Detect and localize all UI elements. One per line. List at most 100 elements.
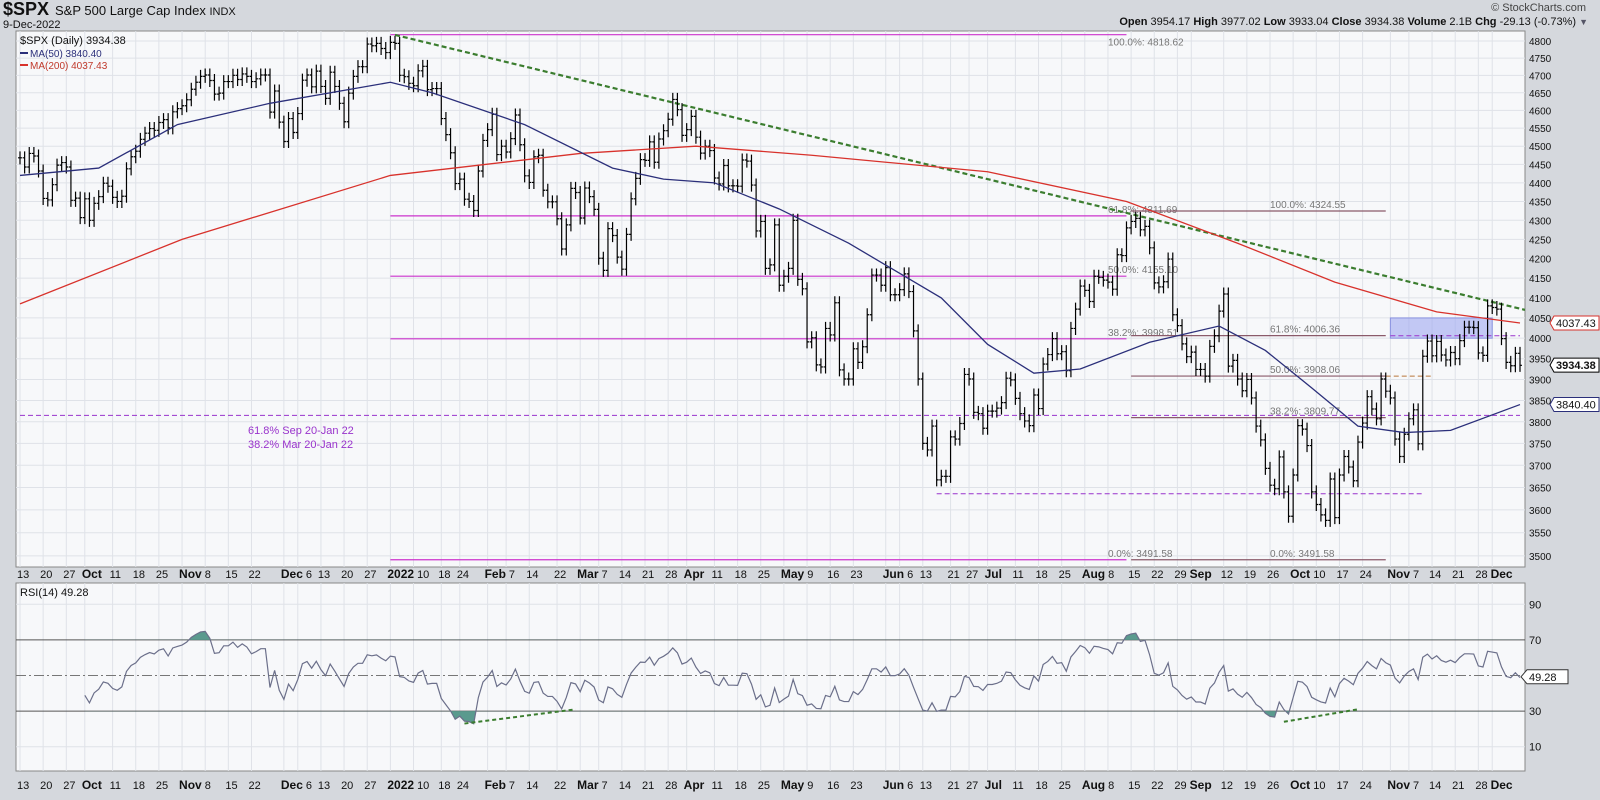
price-bar bbox=[416, 64, 421, 93]
price-bar bbox=[508, 132, 513, 159]
price-bar bbox=[230, 68, 235, 89]
price-bar bbox=[1281, 450, 1286, 499]
date-tick-label: 28 bbox=[665, 569, 677, 581]
legend-rsi: RSI(14) 49.28 bbox=[20, 587, 88, 599]
date-tick-label: 14 bbox=[1429, 569, 1441, 581]
close-value: 3934.38 bbox=[1364, 16, 1405, 28]
price-bar bbox=[430, 82, 435, 97]
date-tick-label: 21 bbox=[948, 780, 960, 792]
price-bar bbox=[1430, 334, 1435, 363]
price-bar bbox=[842, 363, 847, 386]
date-tick-label: 28 bbox=[1475, 780, 1487, 792]
price-bar bbox=[1471, 320, 1476, 335]
ma200-swatch bbox=[20, 64, 28, 66]
price-bar bbox=[152, 122, 157, 137]
date-tick-label: Feb bbox=[485, 567, 506, 581]
price-bar bbox=[115, 190, 120, 208]
price-bar bbox=[814, 331, 819, 372]
price-bar bbox=[1397, 432, 1402, 464]
date-tick-label: 22 bbox=[1151, 780, 1163, 792]
price-bar bbox=[1119, 248, 1124, 263]
price-bar bbox=[1295, 419, 1300, 482]
date-tick-label: 13 bbox=[318, 569, 330, 581]
date-tick-label: 11 bbox=[1012, 780, 1023, 792]
price-bar bbox=[193, 75, 198, 96]
index-full-name: S&P 500 Large Cap Index bbox=[55, 3, 206, 18]
rsi-panel bbox=[15, 582, 1526, 772]
price-bar bbox=[1443, 348, 1448, 367]
caret-down-icon[interactable]: ▼ bbox=[1579, 17, 1588, 27]
fib-level-label: 50.0%: 3908.06 bbox=[1270, 365, 1340, 376]
price-tag-box bbox=[1549, 397, 1600, 413]
price-bar bbox=[828, 321, 833, 342]
date-tick-label: 27 bbox=[364, 569, 376, 581]
date-tick-label: 24 bbox=[1360, 780, 1372, 792]
date-tick-label: 18 bbox=[1036, 569, 1048, 581]
high-label: High bbox=[1193, 16, 1218, 28]
date-tick-label: 6 bbox=[306, 780, 312, 792]
date-tick-label: 18 bbox=[1036, 780, 1048, 792]
price-bar bbox=[1087, 283, 1092, 309]
price-bar bbox=[462, 172, 467, 206]
price-bar bbox=[1184, 337, 1189, 364]
rsi-tick-label: 90 bbox=[1529, 599, 1541, 611]
price-bar bbox=[768, 258, 772, 275]
price-bar bbox=[541, 148, 546, 197]
price-bar bbox=[45, 191, 50, 207]
date-tick-label: 16 bbox=[827, 780, 839, 792]
date-tick-label: 6 bbox=[907, 780, 913, 792]
high-value: 3977.02 bbox=[1220, 16, 1261, 28]
date-tick-label: 15 bbox=[1128, 569, 1140, 581]
price-bar bbox=[619, 250, 624, 276]
date-tick-label: Nov bbox=[179, 567, 202, 581]
price-bar bbox=[1291, 468, 1296, 523]
price-bar bbox=[1170, 252, 1175, 322]
date-tick-label: 10 bbox=[417, 780, 429, 792]
price-bar bbox=[328, 65, 333, 105]
price-bar bbox=[18, 151, 22, 165]
price-bar bbox=[295, 107, 300, 140]
price-bar bbox=[476, 164, 481, 218]
price-bar bbox=[55, 158, 60, 192]
price-bar bbox=[1124, 221, 1129, 263]
price-bar bbox=[184, 93, 189, 113]
price-bar bbox=[82, 192, 87, 225]
price-bar bbox=[1207, 339, 1212, 383]
price-bar bbox=[374, 36, 379, 53]
price-bar bbox=[1439, 334, 1444, 362]
price-bar bbox=[1226, 287, 1231, 373]
price-bar bbox=[781, 269, 786, 292]
date-tick-label: 27 bbox=[966, 780, 978, 792]
price-bar bbox=[1360, 416, 1365, 449]
date-tick-label: 7 bbox=[602, 780, 608, 792]
price-bar bbox=[1230, 353, 1235, 373]
price-bar bbox=[902, 267, 907, 297]
date-tick-label: 25 bbox=[156, 780, 168, 792]
price-bar bbox=[680, 103, 685, 142]
price-bar bbox=[207, 68, 212, 88]
date-tick-label: Apr bbox=[684, 567, 705, 581]
ma200-line bbox=[19, 145, 1521, 324]
price-bar bbox=[893, 288, 897, 302]
price-bar bbox=[749, 154, 754, 192]
price-tick-label: 3750 bbox=[1529, 439, 1552, 450]
close-label: Close bbox=[1331, 16, 1362, 28]
price-bar bbox=[1318, 497, 1323, 522]
price-bar bbox=[332, 65, 337, 93]
price-bar bbox=[425, 59, 430, 97]
price-bar bbox=[1513, 346, 1518, 373]
price-tag-label: 3934.38 bbox=[1556, 360, 1596, 372]
date-tick-label: May bbox=[781, 778, 805, 792]
price-bar bbox=[1346, 449, 1351, 474]
price-bar bbox=[1240, 372, 1245, 398]
price-bar bbox=[268, 68, 272, 119]
date-tick-label: Oct bbox=[1290, 567, 1310, 581]
price-bar bbox=[124, 162, 129, 203]
price-bar bbox=[1203, 362, 1208, 383]
price-bar bbox=[740, 153, 745, 193]
price-bar bbox=[920, 372, 925, 450]
price-bar bbox=[1272, 478, 1277, 496]
volume-value: 2.1B bbox=[1449, 16, 1473, 28]
date-tick-label: 22 bbox=[1151, 569, 1163, 581]
price-bar bbox=[615, 229, 620, 264]
